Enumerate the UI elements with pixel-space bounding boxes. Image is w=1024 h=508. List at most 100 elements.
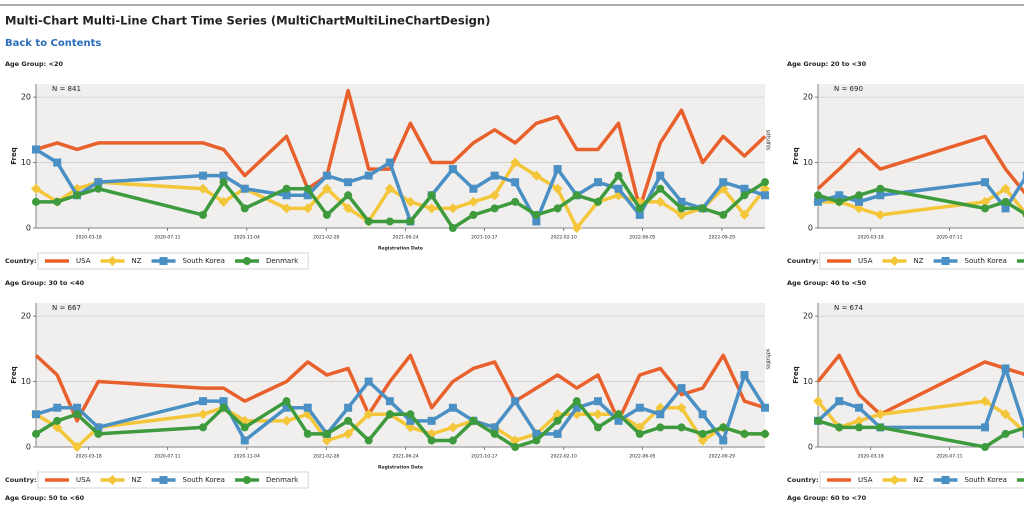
marker	[875, 209, 886, 220]
marker	[32, 145, 40, 154]
marker	[698, 410, 707, 419]
marker	[835, 397, 844, 406]
marker	[53, 403, 62, 412]
marker	[740, 371, 749, 379]
marker	[814, 197, 822, 206]
legend-box	[819, 471, 1024, 489]
legend-box	[819, 252, 1024, 270]
marker	[656, 171, 665, 180]
marker	[282, 191, 291, 200]
y-axis-label: Freq	[10, 147, 18, 165]
marker	[677, 423, 686, 432]
marker	[159, 476, 168, 484]
marker	[719, 210, 728, 219]
marker	[303, 403, 312, 412]
marker	[656, 423, 665, 432]
marker	[107, 475, 118, 485]
marker	[889, 256, 900, 266]
marker	[614, 410, 623, 419]
legend-label: NZ	[914, 476, 924, 484]
annotation: N = 841	[52, 85, 81, 93]
x-tick-label: 2020-03-18	[858, 454, 884, 460]
marker	[448, 165, 457, 174]
marker	[321, 435, 332, 446]
marker	[364, 217, 373, 226]
marker	[448, 403, 457, 412]
marker	[531, 170, 542, 181]
marker	[676, 402, 687, 413]
y-tick-label: 10	[21, 377, 31, 386]
legend-label: NZ	[914, 257, 924, 265]
marker	[739, 209, 750, 220]
marker	[242, 257, 251, 265]
marker	[656, 184, 665, 193]
y-tick-label: 0	[26, 224, 31, 233]
marker	[490, 204, 499, 213]
marker	[427, 191, 436, 200]
legend-label: USA	[76, 257, 91, 265]
marker	[52, 422, 63, 433]
y-tick-label: 10	[21, 158, 31, 167]
marker	[1000, 183, 1011, 194]
y-tick-label: 0	[26, 443, 31, 452]
series-line	[34, 353, 766, 423]
panel-title: Age Group: 40 to <50	[787, 279, 867, 287]
y-tick-label: 0	[808, 224, 813, 233]
back-link[interactable]: Back to Contents	[5, 38, 101, 49]
marker	[282, 397, 291, 406]
marker	[676, 209, 687, 220]
marker	[344, 403, 353, 412]
marker	[981, 443, 990, 451]
x-tick-label: 2021-02-28	[313, 235, 339, 241]
marker	[635, 204, 644, 213]
x-tick-label: 2020-03-18	[76, 454, 102, 460]
marker	[553, 429, 562, 438]
marker	[855, 191, 864, 200]
marker	[635, 403, 644, 412]
x-tick-label: 2020-07-11	[936, 454, 962, 460]
marker	[814, 191, 822, 200]
marker	[740, 184, 749, 193]
marker	[321, 183, 332, 194]
marker	[572, 191, 581, 200]
x-tick-label: 2020-03-18	[76, 235, 102, 241]
marker	[552, 183, 563, 194]
marker	[73, 191, 82, 200]
marker	[31, 183, 41, 194]
marker	[876, 423, 885, 432]
marker	[876, 191, 885, 200]
marker	[813, 396, 823, 407]
marker	[448, 436, 457, 445]
marker	[32, 429, 40, 438]
marker	[677, 384, 686, 393]
marker	[490, 171, 499, 180]
marker	[303, 429, 312, 438]
chart-panel: Age Group: <20 0 10 20 2020-03-18 2020-07-11 2…	[5, 60, 771, 270]
legend-label: South Korea	[965, 476, 1007, 484]
marker	[384, 183, 395, 194]
marker	[32, 197, 40, 206]
plot-background	[36, 303, 765, 447]
marker	[385, 397, 394, 406]
marker	[448, 224, 457, 232]
marker	[761, 178, 769, 187]
marker	[855, 403, 864, 412]
marker	[53, 158, 62, 167]
marker	[242, 476, 251, 484]
legend-label: NZ	[132, 257, 142, 265]
x-tick-label: 2020-07-11	[936, 235, 962, 241]
marker	[469, 416, 478, 425]
marker	[635, 210, 644, 219]
page-title: Multi-Chart Multi-Line Chart Time Series…	[5, 14, 490, 28]
marker	[1022, 429, 1024, 438]
y-tick-label: 20	[21, 312, 31, 321]
marker	[364, 377, 373, 386]
marker	[511, 178, 520, 187]
marker	[94, 423, 103, 432]
marker	[553, 416, 562, 425]
marker	[199, 210, 208, 219]
marker	[941, 476, 950, 484]
